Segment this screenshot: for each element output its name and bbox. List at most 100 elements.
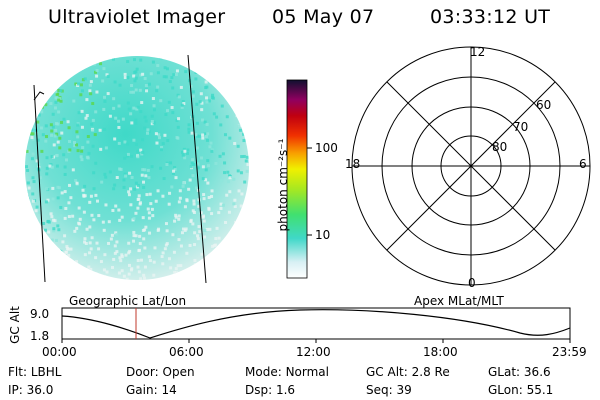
speckle-pixel: [129, 112, 133, 116]
speckle-pixel: [80, 158, 84, 162]
speckle-pixel: [51, 186, 55, 190]
speckle-pixel: [113, 244, 117, 248]
speckle-pixel: [203, 228, 207, 232]
speckle-pixel: [206, 159, 210, 163]
speckle-pixel: [246, 203, 249, 207]
speckle-pixel: [181, 153, 185, 157]
speckle-pixel: [50, 129, 54, 133]
speckle-pixel: [191, 94, 195, 98]
speckle-pixel: [34, 83, 38, 87]
speckle-pixel: [234, 111, 238, 115]
speckle-pixel: [43, 71, 47, 75]
speckle-pixel: [180, 103, 184, 107]
speckle-pixel: [173, 219, 177, 223]
speckle-pixel: [190, 115, 194, 119]
speckle-pixel: [123, 72, 127, 76]
speckle-pixel: [49, 83, 53, 87]
speckle-pixel: [200, 108, 204, 112]
speckle-pixel: [94, 272, 98, 276]
speckle-pixel: [143, 77, 147, 81]
speckle-pixel: [45, 172, 49, 176]
speckle-pixel: [127, 190, 131, 194]
speckle-pixel: [127, 272, 131, 276]
speckle-pixel: [174, 176, 178, 180]
speckle-pixel: [174, 73, 178, 77]
speckle-pixel: [171, 171, 175, 175]
footer-ip-value: 36.0: [26, 383, 54, 397]
speckle-pixel: [126, 60, 130, 64]
speckle-pixel: [112, 187, 116, 191]
speckle-pixel: [216, 257, 220, 261]
speckle-pixel: [92, 218, 96, 222]
speckle-pixel: [28, 232, 32, 236]
speckle-pixel: [189, 165, 193, 169]
speckle-pixel: [30, 242, 34, 246]
speckle-pixel: [173, 271, 177, 275]
footer-flt-key: Flt:: [8, 365, 27, 379]
speckle-pixel: [75, 181, 79, 185]
speckle-pixel: [201, 165, 205, 169]
speckle-pixel: [43, 60, 47, 64]
speckle-pixel: [224, 221, 228, 225]
speckle-pixel: [136, 183, 140, 187]
speckle-pixel: [130, 121, 134, 125]
footer-door-value: Open: [162, 365, 195, 379]
speckle-pixel: [36, 266, 40, 270]
speckle-pixel: [198, 273, 202, 277]
speckle-pixel: [205, 122, 209, 126]
speckle-pixel: [142, 273, 146, 277]
speckle-pixel: [142, 180, 146, 184]
speckle-pixel: [217, 236, 221, 240]
speckle-pixel: [114, 116, 118, 120]
speckle-pixel: [247, 265, 249, 269]
speckle-pixel: [231, 270, 235, 274]
speckle-pixel: [45, 156, 49, 160]
speckle-pixel: [182, 102, 186, 106]
speckle-pixel: [244, 159, 248, 163]
speckle-pixel: [127, 263, 131, 267]
speckle-pixel: [122, 274, 126, 278]
speckle-pixel: [228, 100, 232, 104]
speckle-pixel: [54, 128, 58, 132]
speckle-pixel: [54, 256, 58, 260]
speckle-pixel: [139, 110, 143, 114]
speckle-pixel: [145, 89, 149, 93]
x-tick-label-4: 23:59: [552, 345, 587, 359]
polar-diag-2: [386, 81, 556, 251]
speckle-pixel: [57, 217, 61, 221]
speckle-pixel: [237, 56, 241, 60]
speckle-pixel: [50, 133, 54, 137]
speckle-pixel: [192, 162, 196, 166]
speckle-pixel: [63, 190, 67, 194]
speckle-pixel: [156, 189, 160, 193]
speckle-pixel: [51, 257, 55, 261]
speckle-pixel: [203, 132, 207, 136]
speckle-pixel: [148, 192, 152, 196]
footer-gcalt-value: 2.8 Re: [411, 365, 450, 379]
speckle-pixel: [83, 184, 87, 188]
speckle-pixel: [242, 154, 246, 158]
speckle-pixel: [241, 256, 245, 260]
speckle-pixel: [245, 115, 249, 119]
footer-seq: Seq: 39: [366, 383, 412, 397]
speckle-pixel: [56, 224, 60, 228]
speckle-pixel: [57, 249, 61, 253]
speckle-pixel: [126, 75, 130, 79]
speckle-pixel: [202, 219, 206, 223]
speckle-pixel: [195, 121, 199, 125]
footer-flt-value: LBHL: [30, 365, 62, 379]
speckle-pixel: [51, 112, 55, 116]
speckle-pixel: [88, 241, 92, 245]
speckle-pixel: [158, 136, 162, 140]
speckle-pixel: [97, 214, 101, 218]
speckle-pixel: [150, 207, 154, 211]
speckle-pixel: [204, 178, 208, 182]
speckle-pixel: [170, 106, 174, 110]
speckle-pixel: [193, 231, 197, 235]
speckle-pixel: [26, 190, 30, 194]
speckle-pixel: [59, 214, 63, 218]
speckle-pixel: [34, 259, 38, 263]
speckle-pixel: [45, 72, 49, 76]
speckle-pixel: [46, 198, 50, 202]
speckle-pixel: [36, 253, 40, 257]
